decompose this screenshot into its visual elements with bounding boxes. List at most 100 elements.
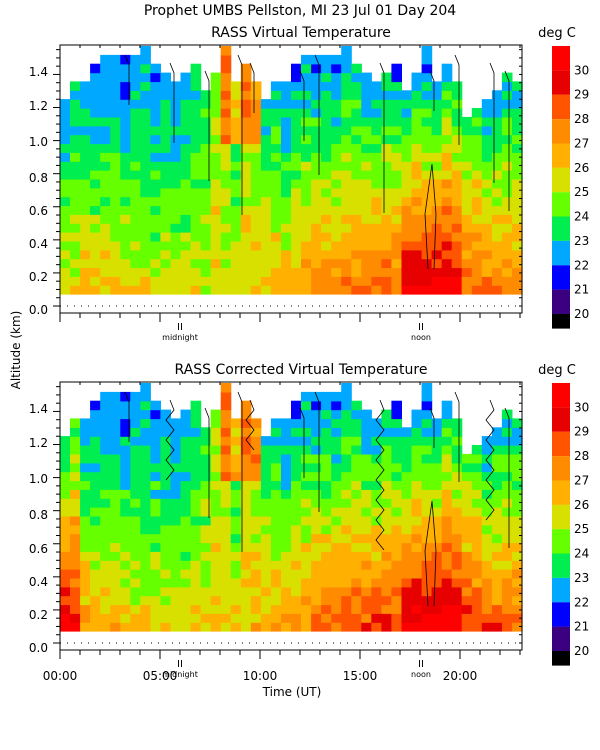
heatmap-cell [270,489,282,499]
heatmap-cell [120,116,131,127]
heatmap-cell [170,577,182,588]
heatmap-cell [140,613,151,623]
heatmap-cell [130,187,141,198]
heatmap-cell [361,99,372,109]
heatmap-cell [190,489,202,499]
heatmap-cell [220,223,232,233]
heatmap-cell [240,116,252,127]
heatmap-cell [180,108,192,118]
heatmap-cell [411,143,423,153]
heatmap-cell [270,427,282,437]
heatmap-cell [341,560,352,570]
heatmap-cell [70,551,81,561]
heatmap-cell [361,577,372,588]
heatmap-cell [401,436,413,446]
heatmap-cell [120,489,131,499]
heatmap-cell [411,533,423,544]
heatmap-cell [351,214,362,224]
heatmap-cell [160,577,171,588]
heatmap-cell [341,471,352,482]
heatmap-cell [160,134,171,145]
heatmap-cell [451,125,463,136]
heatmap-cell [441,400,453,411]
heatmap-cell [301,595,312,606]
heatmap-cell [431,498,443,508]
panel-bottom-midnight-mark: II [177,659,183,670]
heatmap-cell [371,214,382,224]
heatmap-cell [270,125,282,136]
heatmap-cell [321,436,332,446]
heatmap-cell [140,542,151,552]
heatmap-cell [170,498,182,508]
heatmap-cell [291,214,302,224]
heatmap-cell [512,161,523,171]
heatmap-cell [110,232,121,242]
panel-bottom-noon-mark: II [418,659,424,670]
heatmap-cell [80,489,91,499]
heatmap-cell [150,258,161,269]
heatmap-cell [321,90,332,100]
heatmap-cell [281,170,292,180]
heatmap-cell [120,258,131,269]
heatmap-cell [371,471,382,482]
heatmap-cell [441,205,453,215]
heatmap-cell [130,445,141,455]
heatmap-cell [210,240,222,251]
heatmap-cell [451,161,463,171]
heatmap-cell [70,480,81,490]
heatmap-cell [311,258,322,269]
heatmap-cell [331,152,342,162]
heatmap-cell [371,622,382,632]
heatmap-cell [411,90,423,100]
heatmap-cell [70,542,81,552]
heatmap-cell [411,462,423,473]
heatmap-cell [411,586,423,597]
heatmap-cell [421,143,433,153]
heatmap-cell [250,586,262,597]
heatmap-cell [260,249,272,260]
heatmap-cell [200,604,212,614]
heatmap-cell [130,54,141,65]
heatmap-cell [150,90,161,100]
heatmap-cell [371,427,382,437]
heatmap-cell [200,622,212,632]
heatmap-cell [421,134,433,145]
heatmap-cell [341,595,352,606]
heatmap-cell [250,622,262,632]
heatmap-cell [351,524,362,535]
heatmap-cell [210,586,222,597]
heatmap-cell [180,533,192,544]
heatmap-cell [220,72,232,83]
heatmap-cell [431,187,443,198]
heatmap-cell [150,586,161,597]
heatmap-cell [351,72,362,83]
colorbar-tick-label: 30 [574,63,589,77]
panel-bottom-colorbar-label: deg C [538,363,576,378]
heatmap-cell [160,489,171,499]
heatmap-cell [351,400,362,411]
heatmap-cell [451,622,463,632]
heatmap-cell [461,152,473,162]
heatmap-cell [471,276,483,286]
heatmap-cell [140,515,151,526]
heatmap-cell [130,418,141,428]
heatmap-cell [60,445,71,455]
heatmap-cell [190,471,202,482]
heatmap-cell [60,462,71,473]
heatmap-cell [100,267,111,277]
heatmap-cell [281,223,292,233]
heatmap-cell [150,604,161,614]
heatmap-cell [471,214,483,224]
heatmap-cell [331,267,342,277]
heatmap-cell [451,480,463,490]
heatmap-cell [431,125,443,136]
heatmap-cell [421,604,433,614]
heatmap-cell [200,99,212,109]
heatmap-cell [230,498,242,508]
heatmap-cell [421,471,433,482]
heatmap-cell [200,249,212,260]
heatmap-cell [371,205,382,215]
heatmap-cell [461,285,473,295]
heatmap-cell [471,170,483,180]
